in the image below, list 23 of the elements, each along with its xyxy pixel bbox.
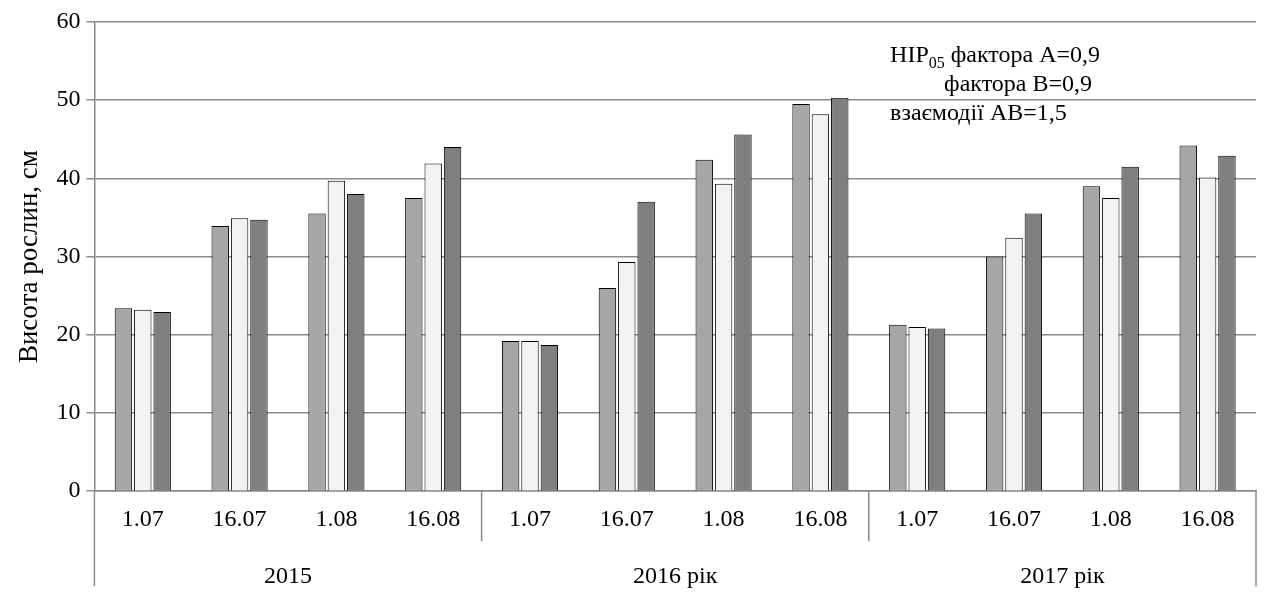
- x-tick-label: 1.07: [121, 504, 164, 531]
- text: 2015: [264, 562, 312, 589]
- x-tick-label: 16.08: [1180, 504, 1235, 531]
- y-tick-label: 20: [56, 320, 81, 347]
- y-tick-label: 0: [68, 476, 81, 503]
- x-tick-label: 1.07: [896, 504, 939, 531]
- x-tick-label: 1.07: [509, 504, 551, 531]
- y-tick-label: 30: [56, 241, 81, 268]
- x-tick-label: 16.07: [987, 504, 1041, 531]
- y-tick-label: 10: [56, 398, 81, 425]
- x-tick-label: 16.08: [406, 504, 461, 531]
- y-tick-label: 60: [56, 7, 81, 34]
- x-tick-label: 1.08: [1089, 504, 1132, 531]
- x-tick-label: 16.07: [599, 504, 654, 531]
- y-axis-title: Висота рослин, см: [13, 150, 44, 364]
- text: 2017 рік: [1020, 562, 1105, 589]
- x-tick-label: 1.08: [702, 504, 745, 531]
- text: 2016 рік: [633, 562, 718, 589]
- x-tick-label: 16.07: [212, 504, 267, 531]
- y-tick-label: 40: [56, 163, 81, 190]
- x-tick-label: 16.08: [793, 504, 848, 531]
- x-tick-label: 1.08: [315, 504, 358, 531]
- y-tick-label: 50: [56, 85, 81, 112]
